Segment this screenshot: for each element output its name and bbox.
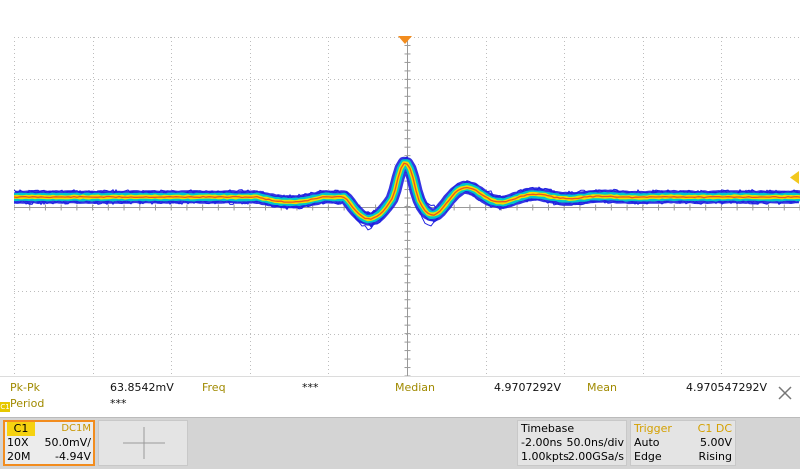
measure-label-period: Period xyxy=(10,397,45,410)
trigger-source: C1 DC xyxy=(697,422,732,435)
waveform-core xyxy=(14,162,800,220)
channel1-probe: 10X xyxy=(7,436,29,449)
waveform-display[interactable] xyxy=(14,37,800,376)
measure-label-freq: Freq xyxy=(202,381,226,394)
measure-value-median: 4.9707292V xyxy=(494,381,562,394)
timebase-scale: 50.0ns/div xyxy=(566,436,624,449)
trigger-position-marker[interactable] xyxy=(397,36,413,46)
timebase-descriptor[interactable]: Timebase -2.00ns 50.0ns/div 1.00kpts 2.0… xyxy=(517,420,627,466)
measure-value-period: *** xyxy=(110,397,127,410)
timebase-title: Timebase xyxy=(521,422,575,435)
channel1-header: C1 DC1M xyxy=(5,422,93,436)
channel1-scale: 50.0mV/ xyxy=(44,436,91,449)
channel1-bandwidth: 20M xyxy=(7,450,31,463)
close-measure-icon[interactable] xyxy=(776,384,794,402)
add-channel-icon xyxy=(123,427,165,459)
channel1-offset: -4.94V xyxy=(55,450,91,463)
trigger-descriptor[interactable]: Trigger C1 DC Auto 5.00V Edge Rising xyxy=(630,420,736,466)
measure-label-median: Median xyxy=(395,381,436,394)
add-channel-slot[interactable] xyxy=(98,420,188,466)
measure-value-mean: 4.970547292V xyxy=(686,381,768,394)
measure-value-pkpk: 63.8542mV xyxy=(110,381,174,394)
timebase-points: 1.00kpts xyxy=(521,450,569,463)
trigger-slope: Rising xyxy=(698,450,732,463)
measure-label-mean: Mean xyxy=(587,381,617,394)
measure-label-pkpk: Pk-Pk xyxy=(10,381,40,394)
channel1-coupling: DC1M xyxy=(61,423,91,434)
trigger-level-marker[interactable] xyxy=(788,171,800,185)
trigger-type: Edge xyxy=(634,450,662,463)
trigger-level: 5.00V xyxy=(699,436,732,449)
channel1-name: C1 xyxy=(7,422,35,436)
measurement-panel: Pk-Pk 63.8542mV Freq *** Median 4.970729… xyxy=(0,376,800,414)
trigger-title: Trigger xyxy=(634,422,672,435)
channel1-descriptor[interactable]: C1 DC1M 10X 50.0mV/ 20M -4.94V xyxy=(3,420,95,466)
timebase-delay: -2.00ns xyxy=(521,436,563,449)
measure-value-freq: *** xyxy=(302,381,319,394)
waveform-canvas xyxy=(14,37,800,376)
measure-source-tag: C1 xyxy=(0,402,10,412)
trigger-mode: Auto xyxy=(634,436,660,449)
timebase-sample-rate: 2.00GSa/s xyxy=(567,450,624,463)
